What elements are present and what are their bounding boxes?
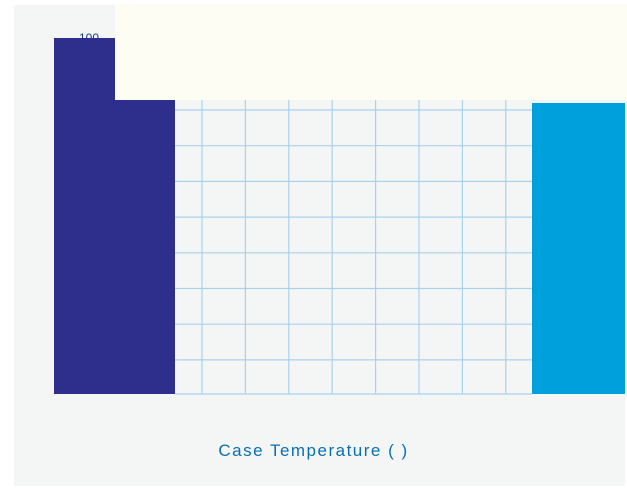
plot-area (175, 100, 532, 394)
bar-series-1-top-edge (54, 38, 114, 44)
overlay-panel (115, 4, 627, 100)
bar-series-2 (532, 103, 625, 394)
x-axis-title: Case Temperature ( ) (218, 441, 409, 460)
